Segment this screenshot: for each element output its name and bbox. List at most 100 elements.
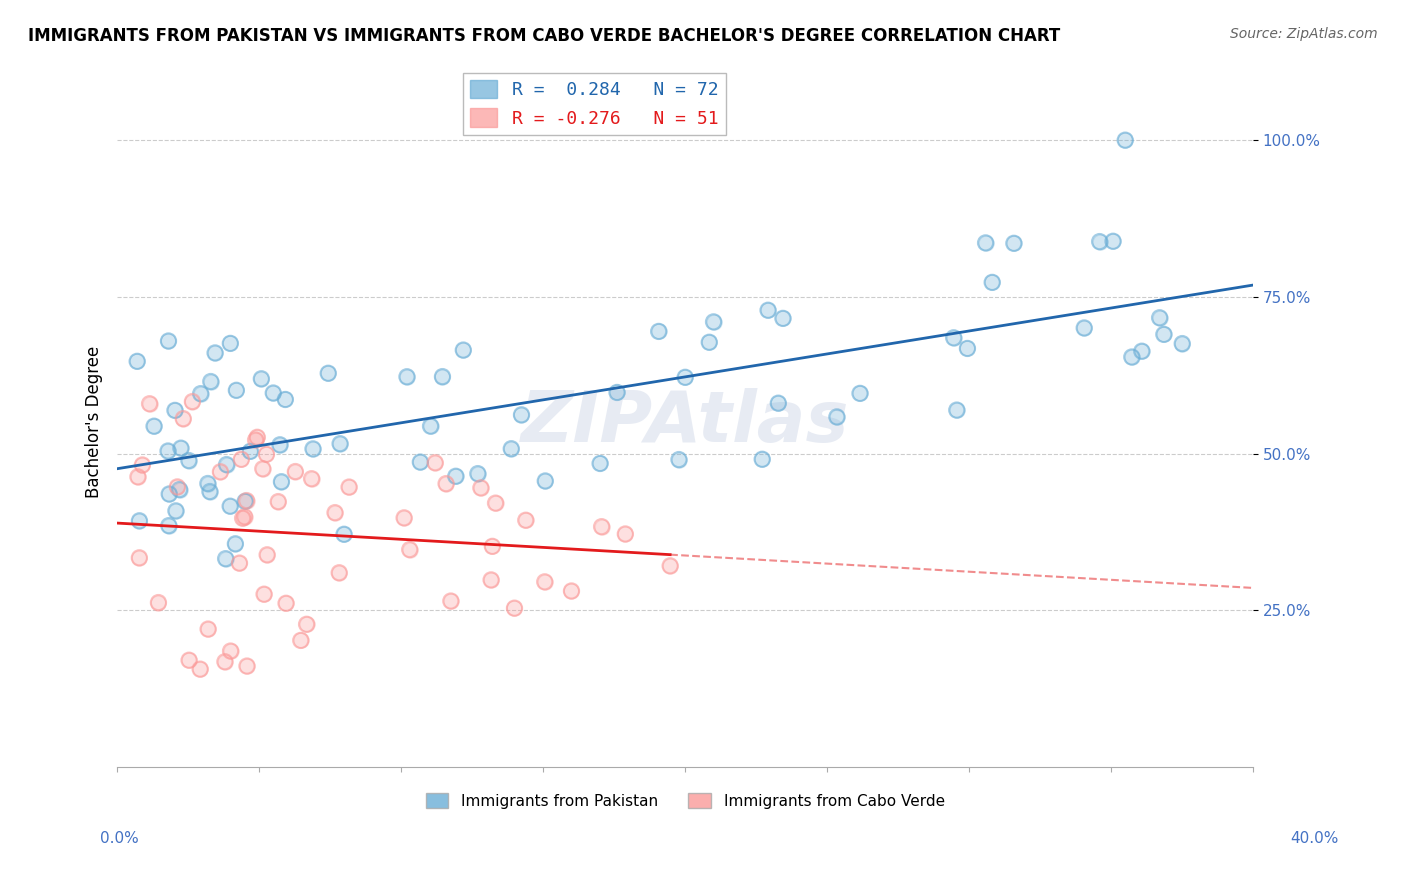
Point <box>181 394 204 409</box>
Point <box>323 506 346 520</box>
Point <box>197 622 219 636</box>
Point <box>252 461 274 475</box>
Point <box>198 484 221 499</box>
Point <box>235 493 257 508</box>
Point <box>323 506 346 520</box>
Point <box>981 276 1004 290</box>
Point <box>756 303 779 318</box>
Point <box>200 375 222 389</box>
Point <box>409 455 432 469</box>
Point <box>166 480 188 494</box>
Point <box>302 442 325 456</box>
Point <box>197 476 219 491</box>
Point <box>510 408 533 422</box>
Point <box>163 403 186 417</box>
Point <box>589 457 612 471</box>
Point <box>1153 327 1175 342</box>
Point <box>290 633 312 648</box>
Point <box>974 235 997 250</box>
Text: IMMIGRANTS FROM PAKISTAN VS IMMIGRANTS FROM CABO VERDE BACHELOR'S DEGREE CORRELA: IMMIGRANTS FROM PAKISTAN VS IMMIGRANTS F… <box>28 27 1060 45</box>
Point <box>453 343 475 357</box>
Point <box>270 475 292 489</box>
Point <box>606 385 628 400</box>
Point <box>751 452 773 467</box>
Point <box>614 527 637 541</box>
Point <box>1102 234 1125 248</box>
Point <box>697 335 720 350</box>
Point <box>503 601 526 615</box>
Point <box>440 594 463 608</box>
Point <box>239 444 262 458</box>
Text: ZIPAtlas: ZIPAtlas <box>520 388 849 457</box>
Point <box>143 419 166 434</box>
Point <box>974 235 997 250</box>
Point <box>172 411 194 425</box>
Point <box>673 370 696 384</box>
Point <box>270 475 292 489</box>
Point <box>425 456 447 470</box>
Point <box>127 354 149 368</box>
Point <box>659 558 682 573</box>
Point <box>190 386 212 401</box>
Point <box>591 519 613 533</box>
Point <box>1171 336 1194 351</box>
Point <box>127 354 149 368</box>
Point <box>177 653 200 667</box>
Point <box>395 369 418 384</box>
Point <box>256 447 278 461</box>
Point <box>751 452 773 467</box>
Point <box>302 442 325 456</box>
Point <box>534 474 557 488</box>
Point <box>215 458 238 472</box>
Point <box>225 384 247 398</box>
Point <box>1073 321 1095 335</box>
Point <box>233 494 256 508</box>
Point <box>290 633 312 648</box>
Point <box>515 513 537 527</box>
Point <box>647 325 669 339</box>
Point <box>470 481 492 495</box>
Point <box>128 514 150 528</box>
Point <box>163 403 186 417</box>
Point <box>560 584 582 599</box>
Point <box>166 480 188 494</box>
Point <box>942 331 965 345</box>
Point <box>945 403 967 417</box>
Point <box>484 496 506 510</box>
Point <box>214 655 236 669</box>
Point <box>295 617 318 632</box>
Point <box>1153 327 1175 342</box>
Point <box>1121 350 1143 364</box>
Point <box>956 342 979 356</box>
Point <box>239 444 262 458</box>
Point <box>157 334 180 348</box>
Point <box>333 527 356 541</box>
Point <box>231 452 253 467</box>
Point <box>169 483 191 497</box>
Point <box>219 336 242 351</box>
Point <box>329 436 352 450</box>
Point <box>148 596 170 610</box>
Point <box>1114 133 1136 147</box>
Point <box>295 617 318 632</box>
Point <box>444 469 467 483</box>
Point <box>197 622 219 636</box>
Point <box>148 596 170 610</box>
Point <box>225 384 247 398</box>
Point <box>128 550 150 565</box>
Point <box>219 499 242 513</box>
Point <box>1130 344 1153 359</box>
Point <box>470 481 492 495</box>
Point <box>170 441 193 455</box>
Point <box>262 386 284 401</box>
Point <box>589 457 612 471</box>
Point <box>772 311 794 326</box>
Point <box>337 480 360 494</box>
Point <box>1088 235 1111 249</box>
Point <box>825 409 848 424</box>
Point <box>224 537 246 551</box>
Point <box>219 499 242 513</box>
Point <box>131 458 153 472</box>
Point <box>942 331 965 345</box>
Point <box>236 659 259 673</box>
